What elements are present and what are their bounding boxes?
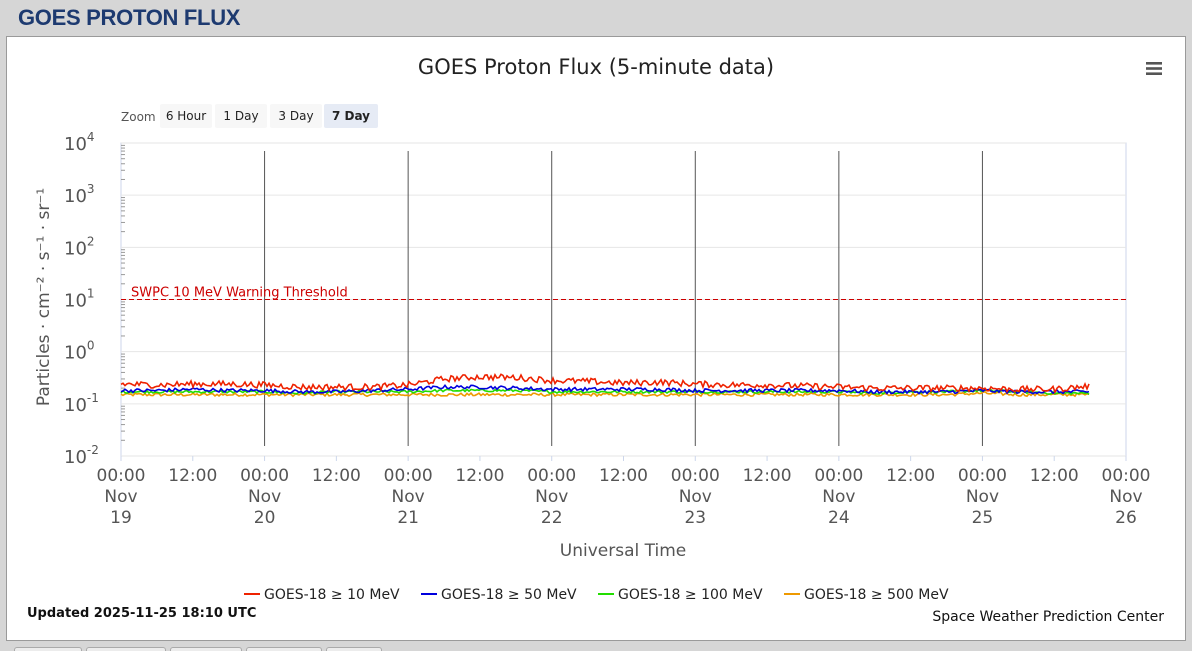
x-tick-time: 00:00 — [97, 466, 146, 486]
y-tick-label: 103 — [64, 182, 95, 207]
day-lines — [264, 151, 983, 446]
zoom-button-label: 6 Hour — [166, 109, 206, 123]
x-tick-time: 12:00 — [455, 466, 504, 486]
x-axis-title: Universal Time — [560, 541, 686, 561]
x-tick-time: 00:00 — [814, 466, 863, 486]
y-tick-label: 102 — [64, 234, 95, 259]
bottom-tab[interactable] — [326, 647, 382, 651]
x-tick-time: 00:00 — [1102, 466, 1151, 486]
bottom-bar — [0, 641, 1192, 651]
x-tick-month: Nov — [679, 487, 712, 507]
x-tick-time: 12:00 — [886, 466, 935, 486]
zoom-button-label: 7 Day — [332, 109, 370, 123]
legend-label: GOES-18 ≥ 100 MeV — [618, 587, 763, 603]
zoom-button-3-day[interactable]: 3 Day — [270, 104, 322, 128]
x-tick-day: 26 — [1115, 508, 1137, 528]
x-tick-month: Nov — [392, 487, 425, 507]
x-tick-time: 00:00 — [671, 466, 720, 486]
series-line — [120, 373, 1090, 395]
x-tick-month: Nov — [1109, 487, 1142, 507]
zoom-button-bg — [324, 104, 378, 128]
zoom-button-bg — [270, 104, 322, 128]
zoom-controls: Zoom 6 Hour 1 Day 3 Day 7 Day — [121, 104, 378, 128]
credit-text: Space Weather Prediction Center — [932, 609, 1164, 625]
x-tick-day: 20 — [254, 508, 276, 528]
y-tick-label: 10-1 — [64, 391, 99, 416]
zoom-button-label: 1 Day — [223, 109, 258, 123]
page-title: GOES PROTON FLUX — [18, 5, 241, 30]
x-tick-day: 22 — [541, 508, 563, 528]
x-tick-day: 24 — [828, 508, 850, 528]
legend-item[interactable]: GOES-18 ≥ 500 MeV — [784, 587, 949, 603]
x-tick-time: 12:00 — [743, 466, 792, 486]
y-axis-title: Particles · cm⁻² · s⁻¹ · sr⁻¹ — [34, 188, 54, 406]
series-group — [120, 373, 1090, 398]
legend-item[interactable]: GOES-18 ≥ 10 MeV — [244, 587, 400, 603]
x-tick-time: 12:00 — [1030, 466, 1079, 486]
zoom-button-bg — [160, 104, 212, 128]
x-tick-time: 00:00 — [958, 466, 1007, 486]
threshold-group: SWPC 10 MeV Warning Threshold — [121, 286, 1126, 301]
x-tick-month: Nov — [966, 487, 999, 507]
bottom-tab[interactable] — [86, 647, 166, 651]
zoom-button-bg — [215, 104, 267, 128]
updated-timestamp: Updated 2025-11-25 18:10 UTC — [27, 606, 256, 621]
x-tick-time: 12:00 — [168, 466, 217, 486]
zoom-button-6-hour[interactable]: 6 Hour — [160, 104, 212, 128]
x-tick-time: 00:00 — [527, 466, 576, 486]
y-tick-label: 104 — [64, 130, 95, 155]
legend-label: GOES-18 ≥ 10 MeV — [264, 587, 400, 603]
threshold-label: SWPC 10 MeV Warning Threshold — [131, 286, 348, 301]
bottom-tab[interactable] — [14, 647, 82, 651]
page-header: GOES PROTON FLUX — [0, 0, 1192, 34]
x-tick-day: 23 — [684, 508, 706, 528]
legend: GOES-18 ≥ 10 MeV GOES-18 ≥ 50 MeV GOES-18 … — [244, 587, 949, 603]
x-tick-time: 12:00 — [312, 466, 361, 486]
zoom-button-1-day[interactable]: 1 Day — [215, 104, 267, 128]
x-tick-time: 00:00 — [240, 466, 289, 486]
bottom-tab[interactable] — [246, 647, 322, 651]
legend-item[interactable]: GOES-18 ≥ 50 MeV — [421, 587, 577, 603]
x-tick-month: Nov — [535, 487, 568, 507]
x-tick-time: 12:00 — [599, 466, 648, 486]
legend-item[interactable]: GOES-18 ≥ 100 MeV — [598, 587, 763, 603]
y-tick-label: 101 — [64, 287, 95, 312]
x-tick-day: 21 — [397, 508, 419, 528]
x-tick-day: 25 — [972, 508, 994, 528]
x-tick-month: Nov — [822, 487, 855, 507]
legend-label: GOES-18 ≥ 500 MeV — [804, 587, 949, 603]
x-tick-time: 00:00 — [384, 466, 433, 486]
zoom-label: Zoom — [121, 110, 156, 124]
zoom-button-label: 3 Day — [278, 109, 313, 123]
x-tick-month: Nov — [104, 487, 137, 507]
chart-title: GOES Proton Flux (5-minute data) — [418, 55, 774, 79]
bottom-tab[interactable] — [170, 647, 242, 651]
y-tick-label: 10-2 — [64, 443, 99, 468]
series-line — [120, 383, 1090, 395]
hamburger-menu-icon[interactable] — [1142, 58, 1166, 79]
zoom-button-7-day[interactable]: 7 Day — [324, 104, 378, 128]
legend-label: GOES-18 ≥ 50 MeV — [441, 587, 577, 603]
y-tick-label: 100 — [64, 339, 95, 364]
y-axis: 104 103 102 101 100 10-1 10-2 — [64, 130, 125, 468]
x-tick-month: Nov — [248, 487, 281, 507]
x-tick-day: 19 — [110, 508, 132, 528]
